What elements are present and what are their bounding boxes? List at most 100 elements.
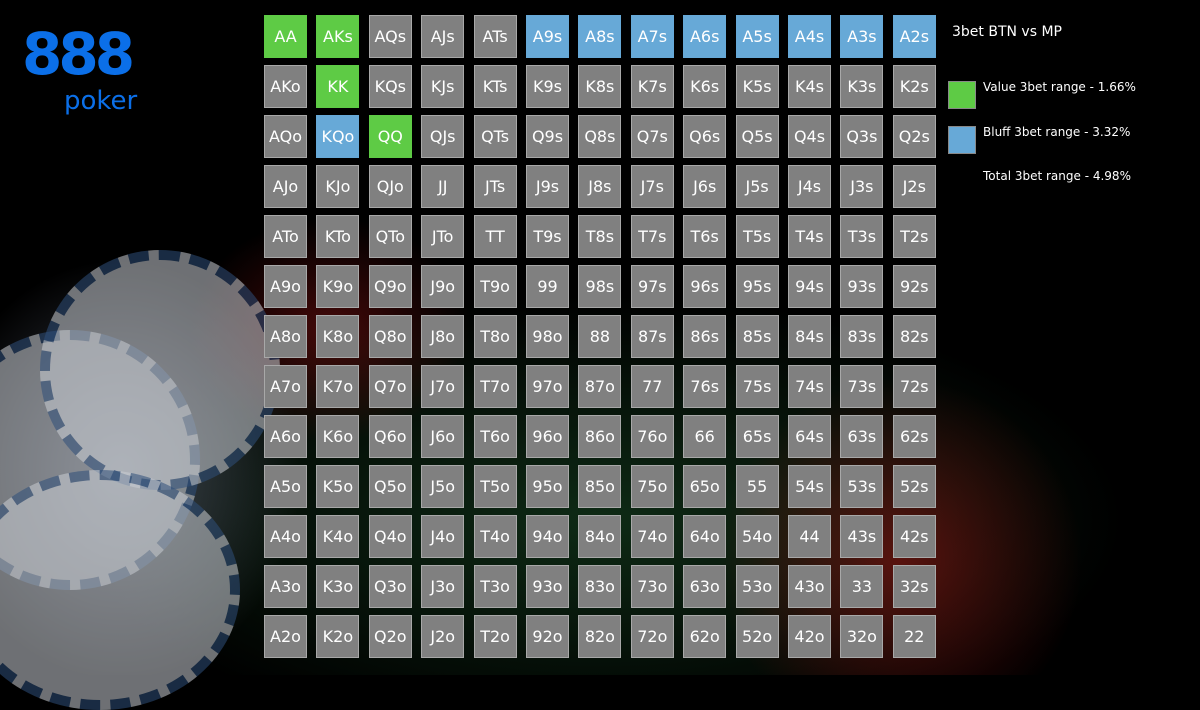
hand-cell-T8s: T8s (578, 215, 622, 258)
hand-cell-T5s: T5s (735, 215, 779, 258)
hand-cell-93s: 93s (840, 265, 884, 308)
hand-cell-J8s: J8s (578, 165, 622, 208)
hand-cell-64o: 64o (683, 515, 727, 558)
hand-cell-63s: 63s (840, 415, 884, 458)
hand-cell-77: 77 (630, 365, 674, 408)
hand-cell-A4s: A4s (788, 15, 831, 58)
hand-cell-J5o: J5o (421, 465, 465, 508)
hand-cell-J7o: J7o (421, 365, 465, 408)
value-range-label: Value 3bet range - 1.66% (983, 80, 1136, 94)
hand-cell-Q3o: Q3o (368, 565, 412, 608)
hand-cell-QJs: QJs (421, 115, 465, 158)
hand-cell-92o: 92o (526, 615, 569, 658)
hand-cell-86o: 86o (578, 415, 622, 458)
hand-cell-AKo: AKo (264, 65, 307, 108)
hand-cell-J5s: J5s (735, 165, 779, 208)
hand-cell-A3o: A3o (264, 565, 307, 608)
hand-cell-QTs: QTs (473, 115, 517, 158)
hand-cell-KK: KK (316, 65, 360, 108)
hand-cell-K9s: K9s (526, 65, 569, 108)
hand-cell-K5s: K5s (735, 65, 779, 108)
hand-cell-Q9o: Q9o (368, 265, 412, 308)
hand-cell-AQs: AQs (368, 15, 412, 58)
hand-cell-K8o: K8o (316, 315, 360, 358)
hand-cell-42s: 42s (892, 515, 936, 558)
hand-cell-AJs: AJs (421, 15, 465, 58)
hand-cell-J2o: J2o (421, 615, 465, 658)
hand-cell-KQs: KQs (368, 65, 412, 108)
hand-cell-K7o: K7o (316, 365, 360, 408)
hand-cell-K9o: K9o (316, 265, 360, 308)
hand-cell-97o: 97o (526, 365, 569, 408)
hand-cell-53o: 53o (735, 565, 779, 608)
hand-cell-43s: 43s (840, 515, 884, 558)
hand-cell-Q4s: Q4s (788, 115, 831, 158)
hand-cell-T7s: T7s (630, 215, 674, 258)
hand-cell-K5o: K5o (316, 465, 360, 508)
hand-cell-ATs: ATs (473, 15, 517, 58)
hand-cell-98s: 98s (578, 265, 622, 308)
hand-cell-K2o: K2o (316, 615, 360, 658)
hand-cell-75o: 75o (630, 465, 674, 508)
hand-cell-A9o: A9o (264, 265, 307, 308)
hand-cell-75s: 75s (735, 365, 779, 408)
hand-cell-33: 33 (840, 565, 884, 608)
hand-cell-Q7o: Q7o (368, 365, 412, 408)
hand-cell-A7s: A7s (630, 15, 674, 58)
hand-cell-Q5s: Q5s (735, 115, 779, 158)
hand-cell-65o: 65o (683, 465, 727, 508)
hand-cell-K4s: K4s (788, 65, 831, 108)
888poker-logo: 888 poker (22, 20, 142, 116)
hand-cell-85s: 85s (735, 315, 779, 358)
hand-cell-52o: 52o (735, 615, 779, 658)
hand-cell-43o: 43o (788, 565, 831, 608)
hand-cell-94s: 94s (788, 265, 831, 308)
hand-cell-96o: 96o (526, 415, 569, 458)
hand-cell-55: 55 (735, 465, 779, 508)
hand-cell-T6o: T6o (473, 415, 517, 458)
hand-cell-A6o: A6o (264, 415, 307, 458)
hand-cell-A4o: A4o (264, 515, 307, 558)
hand-cell-82o: 82o (578, 615, 622, 658)
hand-cell-76s: 76s (683, 365, 727, 408)
hand-cell-J6s: J6s (683, 165, 727, 208)
hand-cell-J9s: J9s (526, 165, 569, 208)
hand-cell-J7s: J7s (630, 165, 674, 208)
hand-cell-AQo: AQo (264, 115, 307, 158)
hand-cell-A7o: A7o (264, 365, 307, 408)
hand-cell-J4o: J4o (421, 515, 465, 558)
hand-cell-K7s: K7s (630, 65, 674, 108)
hand-cell-QTo: QTo (368, 215, 412, 258)
hand-cell-QJo: QJo (368, 165, 412, 208)
hand-cell-AJo: AJo (264, 165, 307, 208)
hand-cell-T4s: T4s (788, 215, 831, 258)
hand-cell-KTo: KTo (316, 215, 360, 258)
hand-cell-54s: 54s (788, 465, 831, 508)
bluff-range-label: Bluff 3bet range - 3.32% (983, 125, 1131, 139)
hand-cell-Q2o: Q2o (368, 615, 412, 658)
hand-cell-JTo: JTo (421, 215, 465, 258)
hand-cell-66: 66 (683, 415, 727, 458)
hand-cell-82s: 82s (892, 315, 936, 358)
hand-cell-J9o: J9o (421, 265, 465, 308)
hand-cell-62o: 62o (683, 615, 727, 658)
hand-cell-A2s: A2s (892, 15, 936, 58)
hand-cell-92s: 92s (892, 265, 936, 308)
hand-cell-T6s: T6s (683, 215, 727, 258)
hand-cell-T4o: T4o (473, 515, 517, 558)
logo-number: 888 (22, 20, 135, 88)
hand-cell-87s: 87s (630, 315, 674, 358)
hand-cell-85o: 85o (578, 465, 622, 508)
hand-cell-A2o: A2o (264, 615, 307, 658)
hand-cell-K4o: K4o (316, 515, 360, 558)
hand-cell-74o: 74o (630, 515, 674, 558)
total-range-label: Total 3bet range - 4.98% (983, 169, 1131, 183)
hand-cell-84s: 84s (788, 315, 831, 358)
hand-cell-54o: 54o (735, 515, 779, 558)
hand-cell-96s: 96s (683, 265, 727, 308)
hand-cell-Q5o: Q5o (368, 465, 412, 508)
hand-cell-A3s: A3s (840, 15, 884, 58)
hand-cell-98o: 98o (526, 315, 569, 358)
hand-cell-32o: 32o (840, 615, 884, 658)
hand-cell-65s: 65s (735, 415, 779, 458)
